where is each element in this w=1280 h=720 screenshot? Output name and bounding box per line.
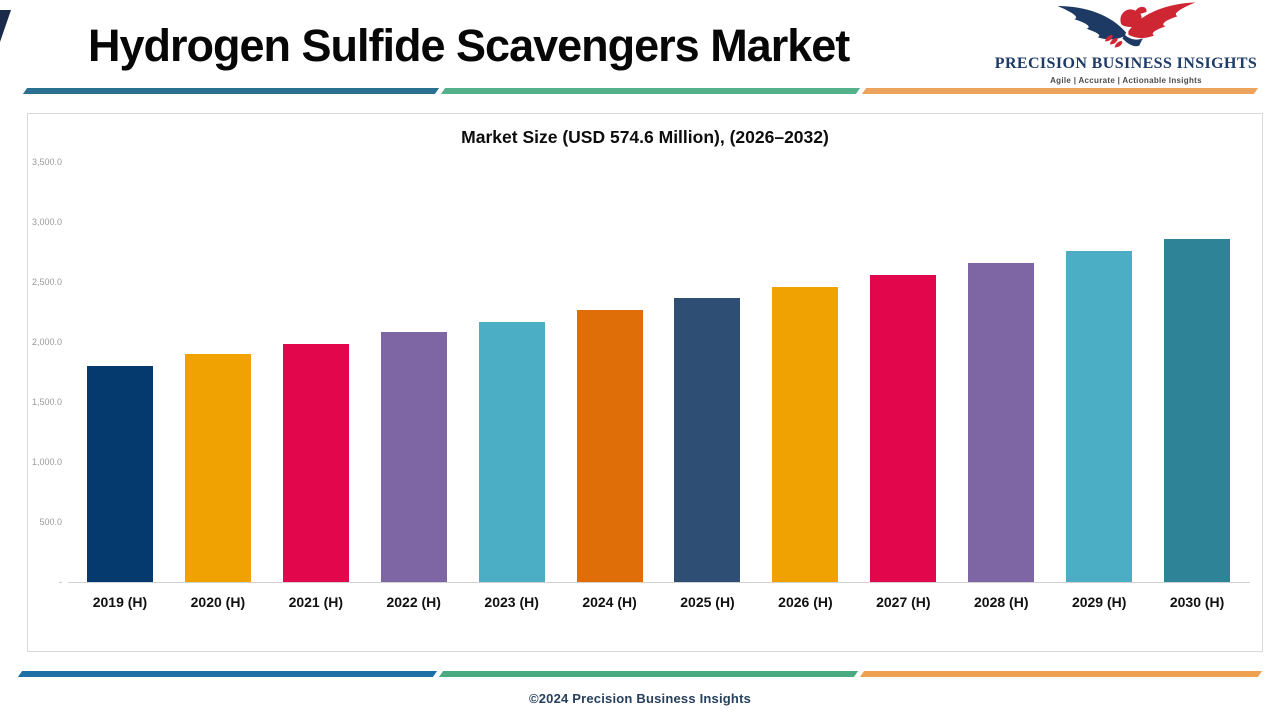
divider-segment-green: [438, 671, 859, 677]
bar-slot: [659, 162, 757, 582]
top-divider-bar: [22, 88, 1259, 94]
x-axis-label: 2021 (H): [288, 594, 344, 610]
bar-2023: [478, 322, 545, 582]
bars: [71, 162, 1246, 582]
page-title: Hydrogen Sulfide Scavengers Market: [88, 20, 850, 71]
copyright-text: ©2024 Precision Business Insights: [528, 691, 752, 706]
bar-slot: [1148, 162, 1246, 582]
x-axis-label: 2027 (H): [876, 594, 931, 610]
x-axis-label: 2029 (H): [1071, 594, 1127, 610]
logo-company-name: PRECISION BUSINESS INSIGHTS: [994, 55, 1258, 72]
x-axis-label: 2020 (H): [190, 594, 246, 610]
bar-slot: [561, 162, 659, 582]
divider-segment-green: [440, 88, 861, 94]
x-axis-label: 2028 (H): [974, 594, 1029, 610]
bar-slot: [854, 162, 952, 582]
bar-2019: [86, 366, 153, 582]
bar-slot: [71, 162, 169, 582]
divider-segment-blue: [22, 88, 440, 94]
divider-segment-blue: [17, 671, 438, 677]
bar-2028: [968, 263, 1035, 582]
x-axis-label: 2024 (H): [582, 594, 637, 610]
bar-2027: [870, 275, 937, 582]
bar-slot: [952, 162, 1050, 582]
x-axis-label: 2023 (H): [484, 594, 539, 610]
bar-2025: [674, 298, 741, 582]
bar-slot: [756, 162, 854, 582]
x-axis-labels: 2019 (H) 2020 (H) 2021 (H) 2022 (H) 2023 (H)…: [71, 594, 1246, 610]
bar-2022: [380, 332, 447, 582]
y-tick-label: 3,000.0: [31, 217, 62, 227]
bar-slot: [463, 162, 561, 582]
x-axis-label: 2022 (H): [386, 594, 441, 610]
bar-2029: [1066, 251, 1133, 582]
y-axis-ticks: 3,500.0 3,000.0 2,500.0 2,000.0 1,500.0 1,000…: [28, 156, 62, 596]
eagle-icon: [980, 0, 1272, 54]
divider-segment-orange: [861, 88, 1259, 94]
y-tick-label: 500.0: [39, 517, 62, 527]
x-axis-label: 2019 (H): [92, 594, 148, 610]
bar-2020: [184, 354, 251, 582]
y-tick-label: 3,500.0: [31, 157, 62, 167]
bar-slot: [169, 162, 267, 582]
bar-2024: [576, 310, 643, 582]
bar-slot: [365, 162, 463, 582]
divider-segment-orange: [859, 671, 1263, 677]
y-tick-label: 2,500.0: [31, 277, 62, 287]
y-tick-label: 1,500.0: [31, 397, 62, 407]
company-logo: PRECISION BUSINESS INSIGHTS Agile | Accu…: [980, 0, 1272, 85]
bottom-divider-bar: [17, 671, 1263, 677]
y-tick-label: 1,000.0: [31, 457, 62, 467]
page-corner-accent: [0, 10, 11, 42]
y-tick-label: -: [59, 577, 62, 587]
y-tick-label: 2,000.0: [31, 337, 62, 347]
logo-tagline: Agile | Accurate | Actionable Insights: [1050, 76, 1202, 85]
bar-2026: [772, 287, 839, 582]
bar-slot: [267, 162, 365, 582]
bar-2021: [282, 344, 349, 582]
x-axis-label: 2030 (H): [1169, 594, 1225, 610]
x-axis-label: 2025 (H): [680, 594, 735, 610]
x-axis-line: [68, 582, 1250, 583]
bar-slot: [1050, 162, 1148, 582]
x-axis-label: 2026 (H): [778, 594, 833, 610]
chart-title: Market Size (USD 574.6 Million), (2026–2…: [461, 127, 829, 147]
bar-chart: Market Size (USD 574.6 Million), (2026–2…: [27, 113, 1263, 652]
bar-2030: [1164, 239, 1231, 582]
